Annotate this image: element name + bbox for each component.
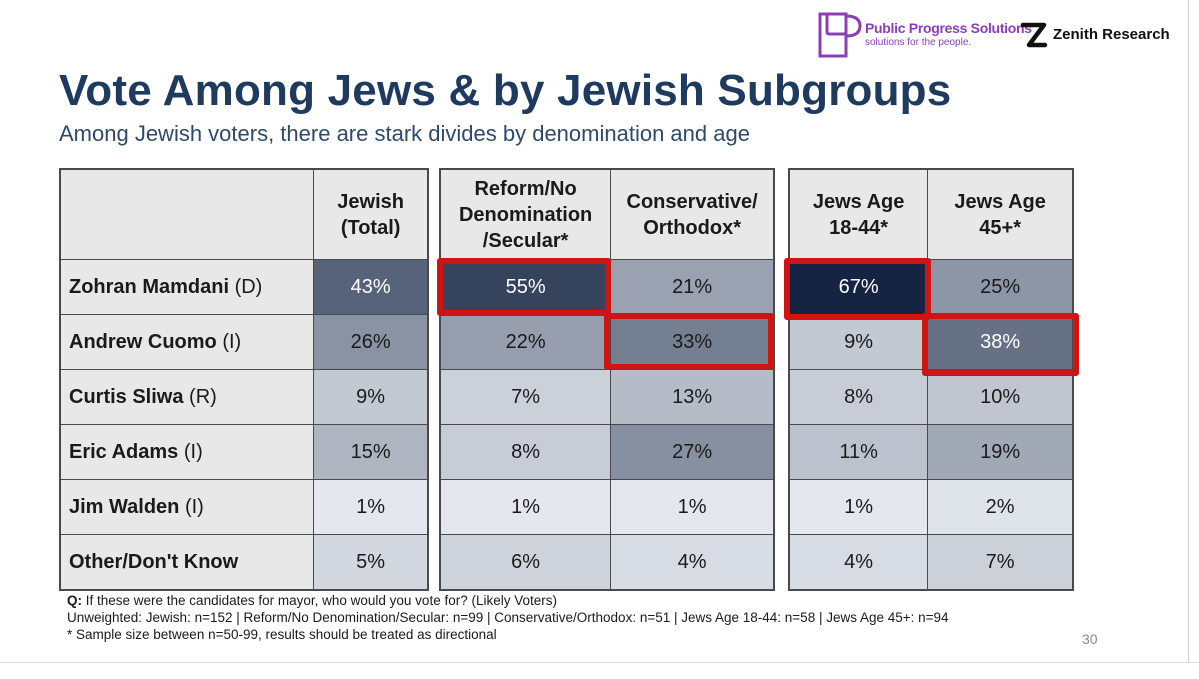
- value-cell: 10%: [927, 369, 1073, 425]
- column-header: Jews Age 18-44*: [790, 170, 929, 260]
- candidate-name: Jim Walden: [69, 495, 180, 518]
- value-cell: 19%: [927, 424, 1073, 480]
- results-table-denomination: Reform/No Denomination/Secular* Conservat…: [441, 170, 774, 590]
- page-subtitle: Among Jewish voters, there are stark div…: [59, 121, 750, 146]
- column-header: Jewish (Total): [313, 170, 428, 260]
- column-header: Conservative/Orthodox*: [610, 170, 774, 260]
- table-panel-age: Jews Age 18-44* Jews Age 45+* 67% 25% 9% 38% 8…: [788, 168, 1074, 591]
- value-cell: 11%: [790, 424, 929, 480]
- value-cell: 33%: [610, 314, 774, 370]
- public-progress-solutions-logo: Public Progress Solutions solutions for …: [818, 12, 1032, 58]
- value-cell: 22%: [441, 314, 612, 370]
- candidate-name: Eric Adams: [69, 440, 179, 463]
- value-cell: 7%: [927, 534, 1073, 590]
- value-cell: 1%: [790, 479, 929, 535]
- candidate-label: Zohran Mamdani (D): [61, 259, 315, 315]
- table-row: Other/Don't Know 5%: [61, 534, 428, 590]
- value-cell: 1%: [313, 479, 428, 535]
- candidate-party: (I): [184, 495, 204, 518]
- candidate-party: (I): [222, 330, 242, 353]
- value-cell: 25%: [927, 259, 1073, 315]
- value-cell: 8%: [790, 369, 929, 425]
- table-row: 1% 2%: [790, 479, 1073, 535]
- page-number: 30: [1082, 631, 1098, 647]
- candidate-label: Jim Walden (I): [61, 479, 315, 535]
- table-row: Jim Walden (I) 1%: [61, 479, 428, 535]
- table-row: 22% 33%: [441, 314, 774, 370]
- table-row: Zohran Mamdani (D) 43%: [61, 259, 428, 315]
- sample-size-note: * Sample size between n=50-99, results s…: [67, 627, 497, 642]
- candidate-label: Other/Don't Know: [61, 534, 315, 590]
- candidate-name: Andrew Cuomo: [69, 330, 217, 353]
- zenith-research-logo: Zenith Research: [1020, 20, 1180, 50]
- candidate-party: (I): [183, 440, 203, 463]
- results-table-age: Jews Age 18-44* Jews Age 45+* 67% 25% 9% 38% 8…: [790, 170, 1073, 590]
- table-row: 8% 27%: [441, 424, 774, 480]
- value-cell: 21%: [610, 259, 774, 315]
- table-panel-total: Jewish (Total) Zohran Mamdani (D) 43% Andre…: [59, 168, 429, 591]
- value-cell: 1%: [610, 479, 774, 535]
- pps-logo-icon: [818, 12, 862, 58]
- column-header: Reform/No Denomination/Secular*: [441, 170, 612, 260]
- value-cell: 1%: [441, 479, 612, 535]
- value-cell: 15%: [313, 424, 428, 480]
- candidate-name: Zohran Mamdani: [69, 275, 230, 298]
- table-panel-denomination: Reform/No Denomination/Secular* Conservat…: [439, 168, 775, 591]
- table-row: 8% 10%: [790, 369, 1073, 425]
- value-cell: 38%: [927, 314, 1073, 370]
- table-row: 9% 38%: [790, 314, 1073, 370]
- value-cell: 2%: [927, 479, 1073, 535]
- candidate-name: Curtis Sliwa: [69, 385, 184, 408]
- zenith-logo-icon: [1020, 22, 1048, 48]
- value-cell: 7%: [441, 369, 612, 425]
- column-header: Jews Age 45+*: [927, 170, 1073, 260]
- value-cell: 43%: [313, 259, 428, 315]
- table-row: 6% 4%: [441, 534, 774, 590]
- candidate-label: Eric Adams (I): [61, 424, 315, 480]
- value-cell: 5%: [313, 534, 428, 590]
- candidate-label: Andrew Cuomo (I): [61, 314, 315, 370]
- table-row: Andrew Cuomo (I) 26%: [61, 314, 428, 370]
- value-cell: 67%: [790, 259, 929, 315]
- pps-logo-name: Public Progress Solutions: [865, 20, 1032, 36]
- value-cell: 6%: [441, 534, 612, 590]
- table-row: Eric Adams (I) 15%: [61, 424, 428, 480]
- pps-logo-tagline: solutions for the people.: [865, 37, 972, 48]
- page-title: Vote Among Jews & by Jewish Subgroups: [59, 66, 952, 115]
- value-cell: 26%: [313, 314, 428, 370]
- question-text: If these were the candidates for mayor, …: [82, 593, 557, 608]
- question-label: Q:: [67, 593, 82, 608]
- table-row: 55% 21%: [441, 259, 774, 315]
- value-cell: 27%: [610, 424, 774, 480]
- candidate-label: Curtis Sliwa (R): [61, 369, 315, 425]
- value-cell: 9%: [313, 369, 428, 425]
- table-row: 1% 1%: [441, 479, 774, 535]
- bottom-divider: [0, 662, 1199, 663]
- value-cell: 8%: [441, 424, 612, 480]
- value-cell: 4%: [790, 534, 929, 590]
- results-table-total: Jewish (Total) Zohran Mamdani (D) 43% Andre…: [61, 170, 428, 590]
- table-row: 67% 25%: [790, 259, 1073, 315]
- table-row: 7% 13%: [441, 369, 774, 425]
- candidate-party: (R): [189, 385, 217, 408]
- question-note: Q: If these were the candidates for mayo…: [67, 592, 949, 609]
- unweighted-note: Unweighted: Jewish: n=152 | Reform/No De…: [67, 610, 949, 625]
- zenith-logo-name: Zenith Research: [1053, 26, 1170, 43]
- value-cell: 13%: [610, 369, 774, 425]
- value-cell: 9%: [790, 314, 929, 370]
- table-row: 4% 7%: [790, 534, 1073, 590]
- value-cell: 4%: [610, 534, 774, 590]
- right-divider: [1188, 0, 1189, 662]
- table-row: 11% 19%: [790, 424, 1073, 480]
- value-cell: 55%: [441, 259, 612, 315]
- corner-header: [61, 170, 315, 260]
- candidate-name: Other/Don't Know: [69, 550, 239, 573]
- table-row: Curtis Sliwa (R) 9%: [61, 369, 428, 425]
- candidate-party: (D): [234, 275, 263, 298]
- footnotes: Q: If these were the candidates for mayo…: [67, 592, 949, 643]
